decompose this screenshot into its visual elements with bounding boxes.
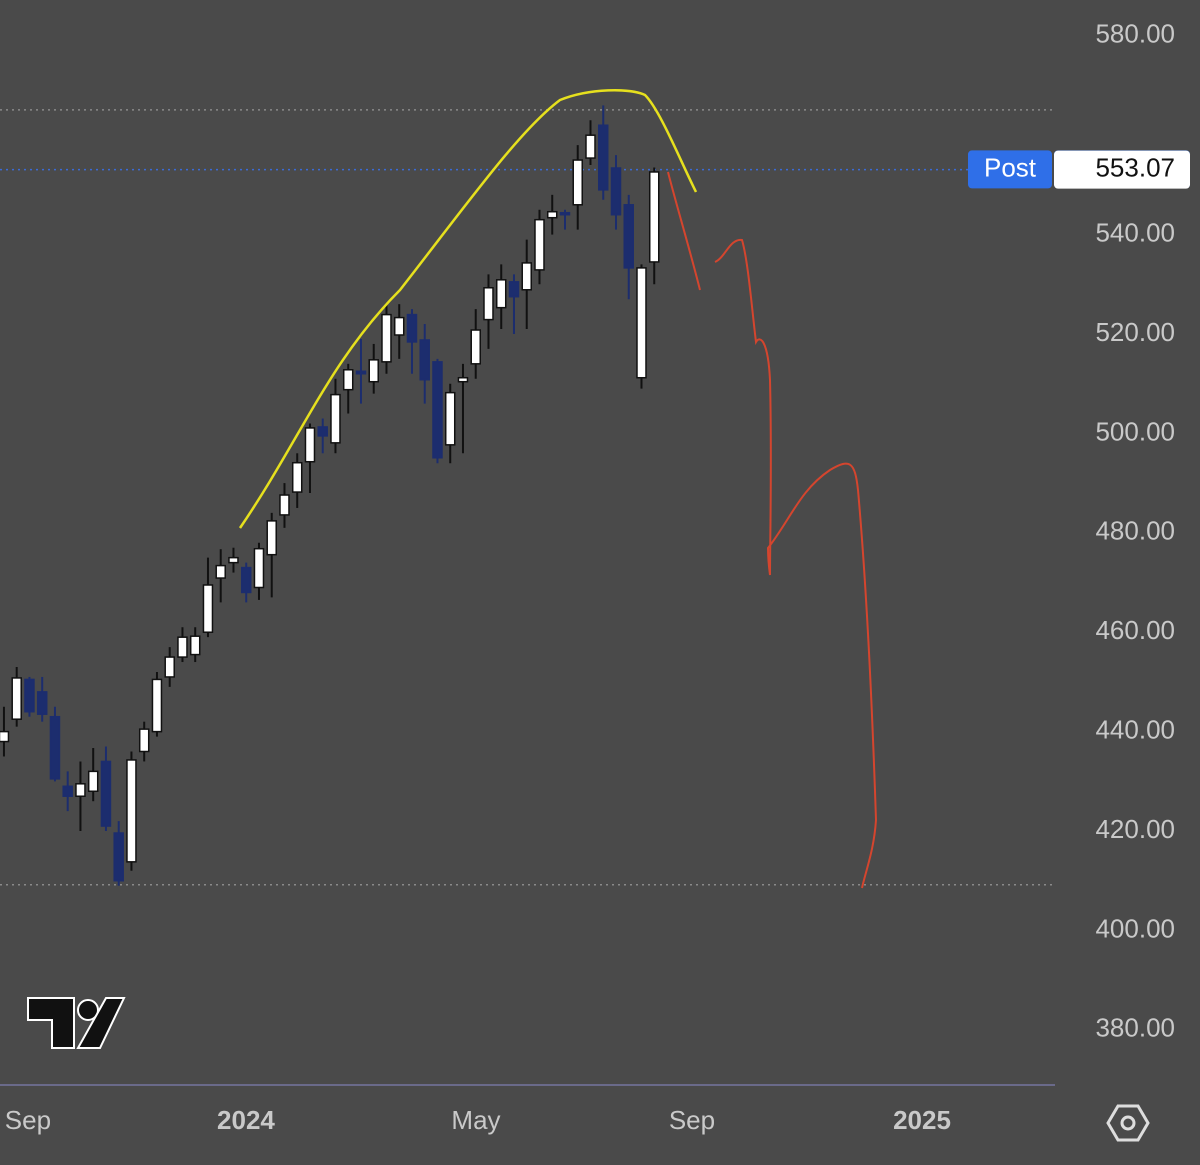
candle-body [113, 832, 124, 882]
candle-body [534, 218, 545, 271]
candle-body [470, 329, 481, 365]
candle-body [521, 262, 532, 291]
y-tick-label: 580.00 [1095, 19, 1175, 49]
candle-body [585, 134, 596, 159]
candle-body [508, 281, 520, 298]
candle-body [330, 393, 341, 444]
candle-body [610, 167, 622, 216]
candle-body [572, 159, 583, 206]
candle-body [317, 426, 328, 437]
y-tick-label: 520.00 [1095, 317, 1175, 347]
candle-body [636, 267, 647, 379]
candle-body [215, 564, 226, 579]
logo-part [77, 999, 99, 1021]
candle-body [368, 359, 379, 383]
user-drawings [238, 89, 878, 889]
candle-body [291, 461, 303, 493]
candle-body [138, 728, 150, 753]
candle-body [266, 520, 277, 556]
candle-body [342, 369, 354, 391]
yellow-arc [238, 89, 698, 529]
y-tick-label: 440.00 [1095, 714, 1175, 744]
x-tick-label: 2025 [893, 1105, 951, 1135]
y-tick-label: 480.00 [1095, 516, 1175, 546]
candle-body [253, 547, 265, 589]
candle-body [62, 785, 73, 797]
candle-body [87, 770, 99, 793]
candle-body [406, 313, 418, 343]
candle-body [597, 124, 609, 191]
candle-body [457, 376, 469, 383]
candle-body [546, 210, 558, 219]
settings-icon[interactable] [1120, 1115, 1136, 1131]
candle-body [381, 313, 392, 363]
candle-body [444, 391, 456, 446]
x-tick-label: Sep [5, 1105, 51, 1135]
candle-body [202, 584, 214, 633]
candle-body [419, 339, 430, 381]
post-label: Post [984, 152, 1037, 182]
x-tick-label: Sep [669, 1105, 715, 1135]
candle-body [355, 370, 367, 375]
candle-body [49, 715, 61, 780]
last-price: 553.07 [1095, 153, 1175, 183]
y-tick-label: 460.00 [1095, 615, 1175, 645]
y-tick-label: 420.00 [1095, 814, 1175, 844]
candle-body [432, 361, 443, 459]
candle-body [151, 678, 163, 733]
y-tick-label: 380.00 [1095, 1013, 1175, 1043]
candle-body [559, 211, 571, 216]
candle-body [189, 635, 201, 656]
candle-body [304, 427, 316, 463]
candle-body [100, 760, 112, 827]
candle-body [495, 279, 507, 309]
last-price-box [1054, 150, 1190, 189]
candle-body [279, 494, 290, 516]
candle-body [36, 691, 48, 715]
y-tick-label: 540.00 [1095, 217, 1175, 247]
tradingview-logo [27, 997, 126, 1049]
settings-icon[interactable] [1106, 1104, 1150, 1142]
candle-body [240, 566, 252, 594]
red-line [667, 171, 701, 291]
x-tick-label: May [451, 1105, 500, 1135]
post-label-box [968, 150, 1052, 189]
candle-body [228, 556, 239, 564]
candle-body [75, 783, 86, 797]
y-tick-label: 400.00 [1095, 913, 1175, 943]
candle-body [24, 678, 35, 713]
candle-body [177, 636, 188, 658]
y-tick-label: 500.00 [1095, 416, 1175, 446]
candle-body [483, 287, 494, 321]
red-line [714, 238, 878, 889]
logo-part [76, 997, 126, 1049]
candle-body [648, 171, 660, 263]
candle-body [393, 316, 405, 336]
x-tick-label: 2024 [217, 1105, 275, 1135]
settings-button[interactable] [1106, 1104, 1150, 1142]
logo-part [27, 997, 75, 1049]
candle-body [0, 730, 10, 743]
candle-body [623, 204, 634, 269]
candle-body [164, 656, 175, 678]
candle-body [126, 759, 137, 863]
candle-body [11, 677, 22, 720]
